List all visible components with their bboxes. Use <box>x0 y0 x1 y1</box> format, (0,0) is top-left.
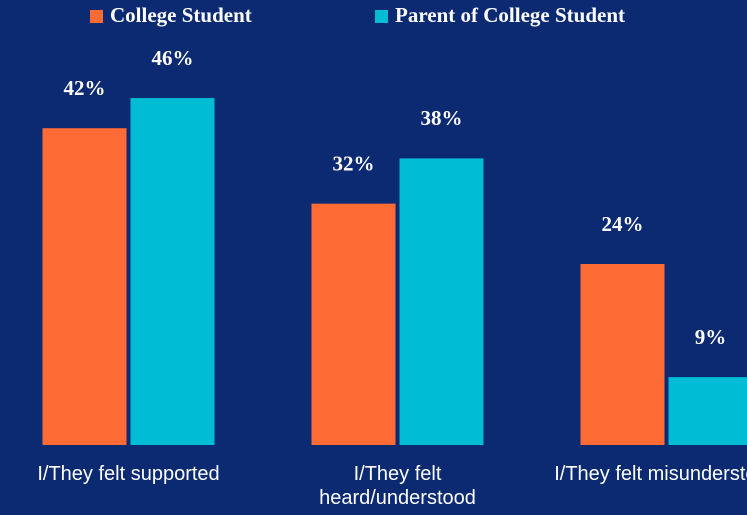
legend-swatch <box>90 10 103 23</box>
bar <box>42 128 127 445</box>
x-tick-label: I/They felt supported <box>37 463 220 485</box>
x-tick-label: I/They felt heard/understood <box>319 463 476 509</box>
bar <box>399 158 484 445</box>
value-label: 9% <box>695 325 727 349</box>
value-label: 46% <box>152 46 194 70</box>
legend-label: Parent of College Student <box>395 3 625 27</box>
value-label: 24% <box>602 212 644 236</box>
bar <box>668 377 747 445</box>
bar <box>580 263 665 445</box>
bar <box>311 203 396 445</box>
bar <box>130 98 215 446</box>
value-label: 42% <box>64 76 106 100</box>
legend-swatch <box>375 10 388 23</box>
x-tick-label: I/They felt misunderstood <box>554 463 747 485</box>
legend-label: College Student <box>110 3 252 27</box>
value-label: 38% <box>421 106 463 130</box>
value-label: 32% <box>333 151 375 175</box>
